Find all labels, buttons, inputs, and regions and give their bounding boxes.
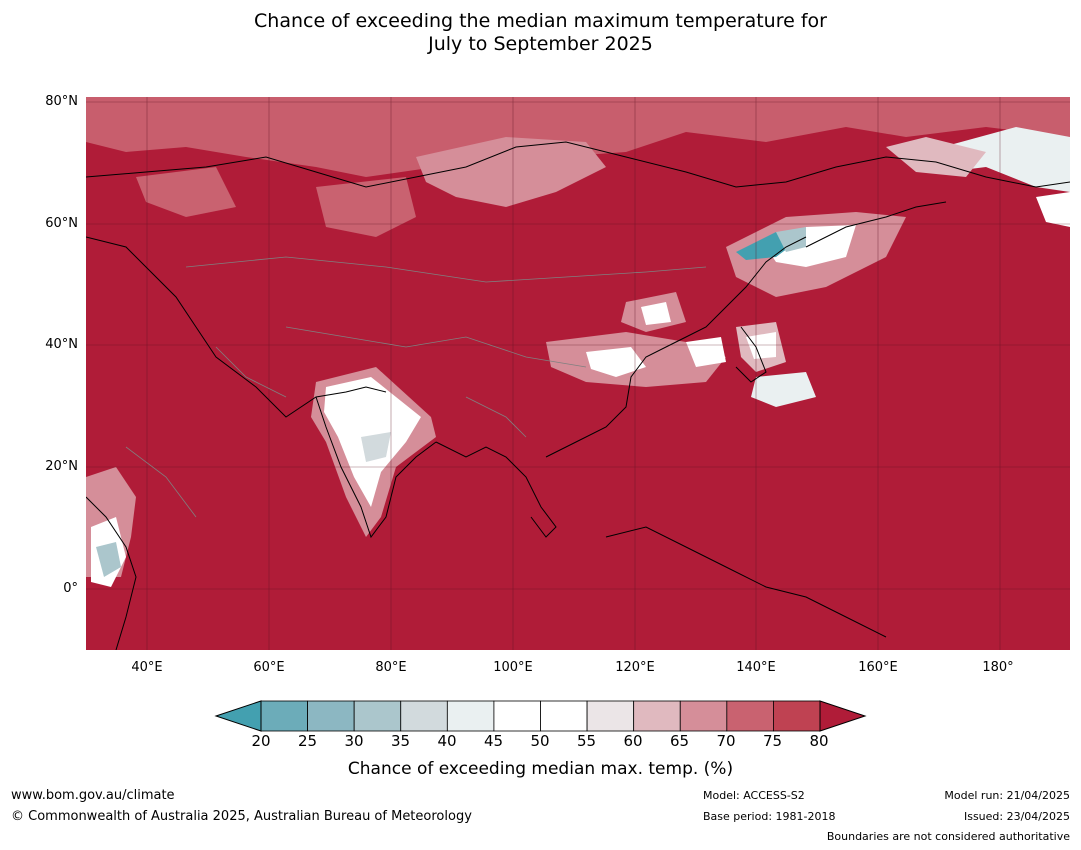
colorbar-cell — [726, 700, 774, 732]
colorbar-over-arrow — [819, 700, 867, 732]
colorbar-tick: 30 — [344, 732, 364, 750]
region-japan-white — [746, 332, 776, 359]
lon-label-60e: 60°E — [253, 660, 285, 675]
colorbar-tick: 20 — [251, 732, 271, 750]
colorbar-cell — [400, 700, 448, 732]
region-ne-siberia-pale — [886, 137, 986, 177]
colorbar-cell — [586, 700, 635, 732]
colorbar-cell — [773, 700, 821, 732]
colorbar-cell — [493, 700, 541, 732]
lon-label-100e: 100°E — [493, 660, 533, 675]
colorbar-cell — [540, 700, 588, 732]
lat-label-40n: 40°N — [45, 337, 78, 352]
colorbar-label: Chance of exceeding median max. temp. (%… — [347, 759, 734, 779]
region-arctic-band — [86, 97, 1070, 177]
region-echina-white — [586, 347, 646, 377]
region-pacific-white — [751, 372, 816, 407]
colorbar-tick: 35 — [390, 732, 411, 750]
colorbar-tick: 65 — [669, 732, 690, 750]
colorbar-cell — [307, 700, 355, 732]
colorbar-tick: 70 — [716, 732, 736, 750]
colorbar-tick: 80 — [809, 732, 829, 750]
colorbar-tick: 40 — [437, 732, 457, 750]
footer-model: Model: ACCESS-S2 — [703, 789, 805, 802]
lat-label-0: 0° — [63, 581, 78, 596]
region-okhotsk-white — [766, 225, 856, 267]
title-line-2: July to September 2025 — [428, 33, 653, 55]
lat-label-60n: 60°N — [45, 216, 78, 231]
region-west-siberia — [316, 177, 416, 237]
colorbar-tick: 55 — [576, 732, 597, 750]
colorbar-cell — [633, 700, 681, 732]
colorbar-cell — [679, 700, 728, 732]
colorbar-under-arrow — [214, 700, 262, 732]
graticule — [86, 97, 1070, 650]
region-nchina-white — [641, 302, 671, 325]
colorbar-cell — [260, 700, 308, 732]
region-india-blue — [361, 432, 391, 462]
region-okhotsk-pale-blue — [776, 227, 806, 252]
footer-issued: Issued: 23/04/2025 — [963, 810, 1070, 823]
colorbar-tick: 45 — [483, 732, 504, 750]
lat-label-20n: 20°N — [45, 459, 78, 474]
region-chukotka-white — [1036, 192, 1070, 227]
footer-model-run: Model run: 21/04/2025 — [944, 789, 1070, 802]
colorbar-cell — [353, 700, 402, 732]
region-ne-siberia-white — [906, 127, 1070, 192]
lon-label-180: 180° — [982, 660, 1014, 675]
forecast-map — [86, 97, 1070, 650]
colorbar-tick: 75 — [762, 732, 783, 750]
country-borders — [125, 256, 707, 518]
lon-label-140e: 140°E — [736, 660, 776, 675]
colorbar-cell — [446, 700, 495, 732]
region-ural-light — [136, 167, 236, 217]
region-korea-white — [686, 337, 726, 367]
title-line-1: Chance of exceeding the median maximum t… — [254, 10, 827, 32]
lat-label-80n: 80°N — [45, 94, 78, 109]
footer-disclaimer: Boundaries are not considered authoritat… — [826, 830, 1070, 843]
lon-label-120e: 120°E — [615, 660, 655, 675]
map-title: Chance of exceeding the median maximum t… — [0, 10, 1081, 56]
coastlines — [86, 141, 1070, 650]
map-canvas — [86, 97, 1070, 650]
colorbar-tick: 50 — [530, 732, 550, 750]
footer-base-period: Base period: 1981-2018 — [703, 810, 836, 823]
colorbar-tick: 60 — [623, 732, 643, 750]
colorbar-tick: 25 — [297, 732, 318, 750]
region-africa-blue — [96, 542, 121, 577]
footer-website: www.bom.gov.au/climate — [11, 788, 175, 803]
probability-regions — [86, 97, 1070, 587]
lon-label-160e: 160°E — [858, 660, 898, 675]
lon-label-80e: 80°E — [375, 660, 407, 675]
footer-copyright: © Commonwealth of Australia 2025, Austra… — [11, 809, 472, 824]
region-siberia-light — [416, 137, 606, 207]
lon-label-40e: 40°E — [131, 660, 163, 675]
